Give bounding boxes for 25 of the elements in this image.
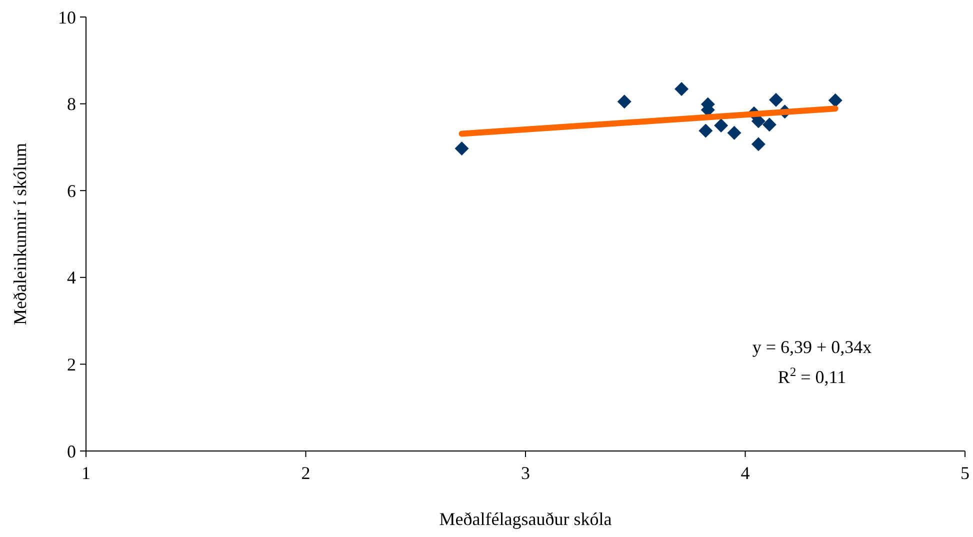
y-tick-label: 8 (67, 94, 76, 114)
x-tick-label: 4 (740, 463, 750, 483)
x-tick-label: 2 (301, 463, 310, 483)
point (828, 93, 842, 108)
x-tick-label: 1 (82, 463, 90, 483)
point (727, 126, 742, 140)
y-tick-label: 4 (67, 268, 76, 288)
point (762, 118, 776, 132)
point (769, 92, 784, 107)
point (698, 124, 713, 138)
point (617, 94, 632, 109)
y-tick-label: 2 (67, 354, 76, 374)
point (714, 118, 728, 132)
point (674, 82, 689, 96)
point (454, 142, 469, 156)
annotation: R$^{2}$ = 0,11 (778, 365, 846, 387)
y-axis-title: Meðaleinkunnir í skólum (10, 143, 30, 325)
y-tick-label: 0 (67, 441, 76, 462)
y-tick-label: 10 (58, 7, 76, 28)
x-tick-label: 5 (960, 463, 970, 483)
x-axis-title: Meðalfélagsauður skóla (439, 509, 612, 529)
x-tick-label: 3 (521, 463, 530, 483)
y-tick-label: 6 (67, 180, 76, 201)
annotation: y = 6,39 + 0,34x (752, 337, 872, 357)
point (751, 137, 766, 152)
